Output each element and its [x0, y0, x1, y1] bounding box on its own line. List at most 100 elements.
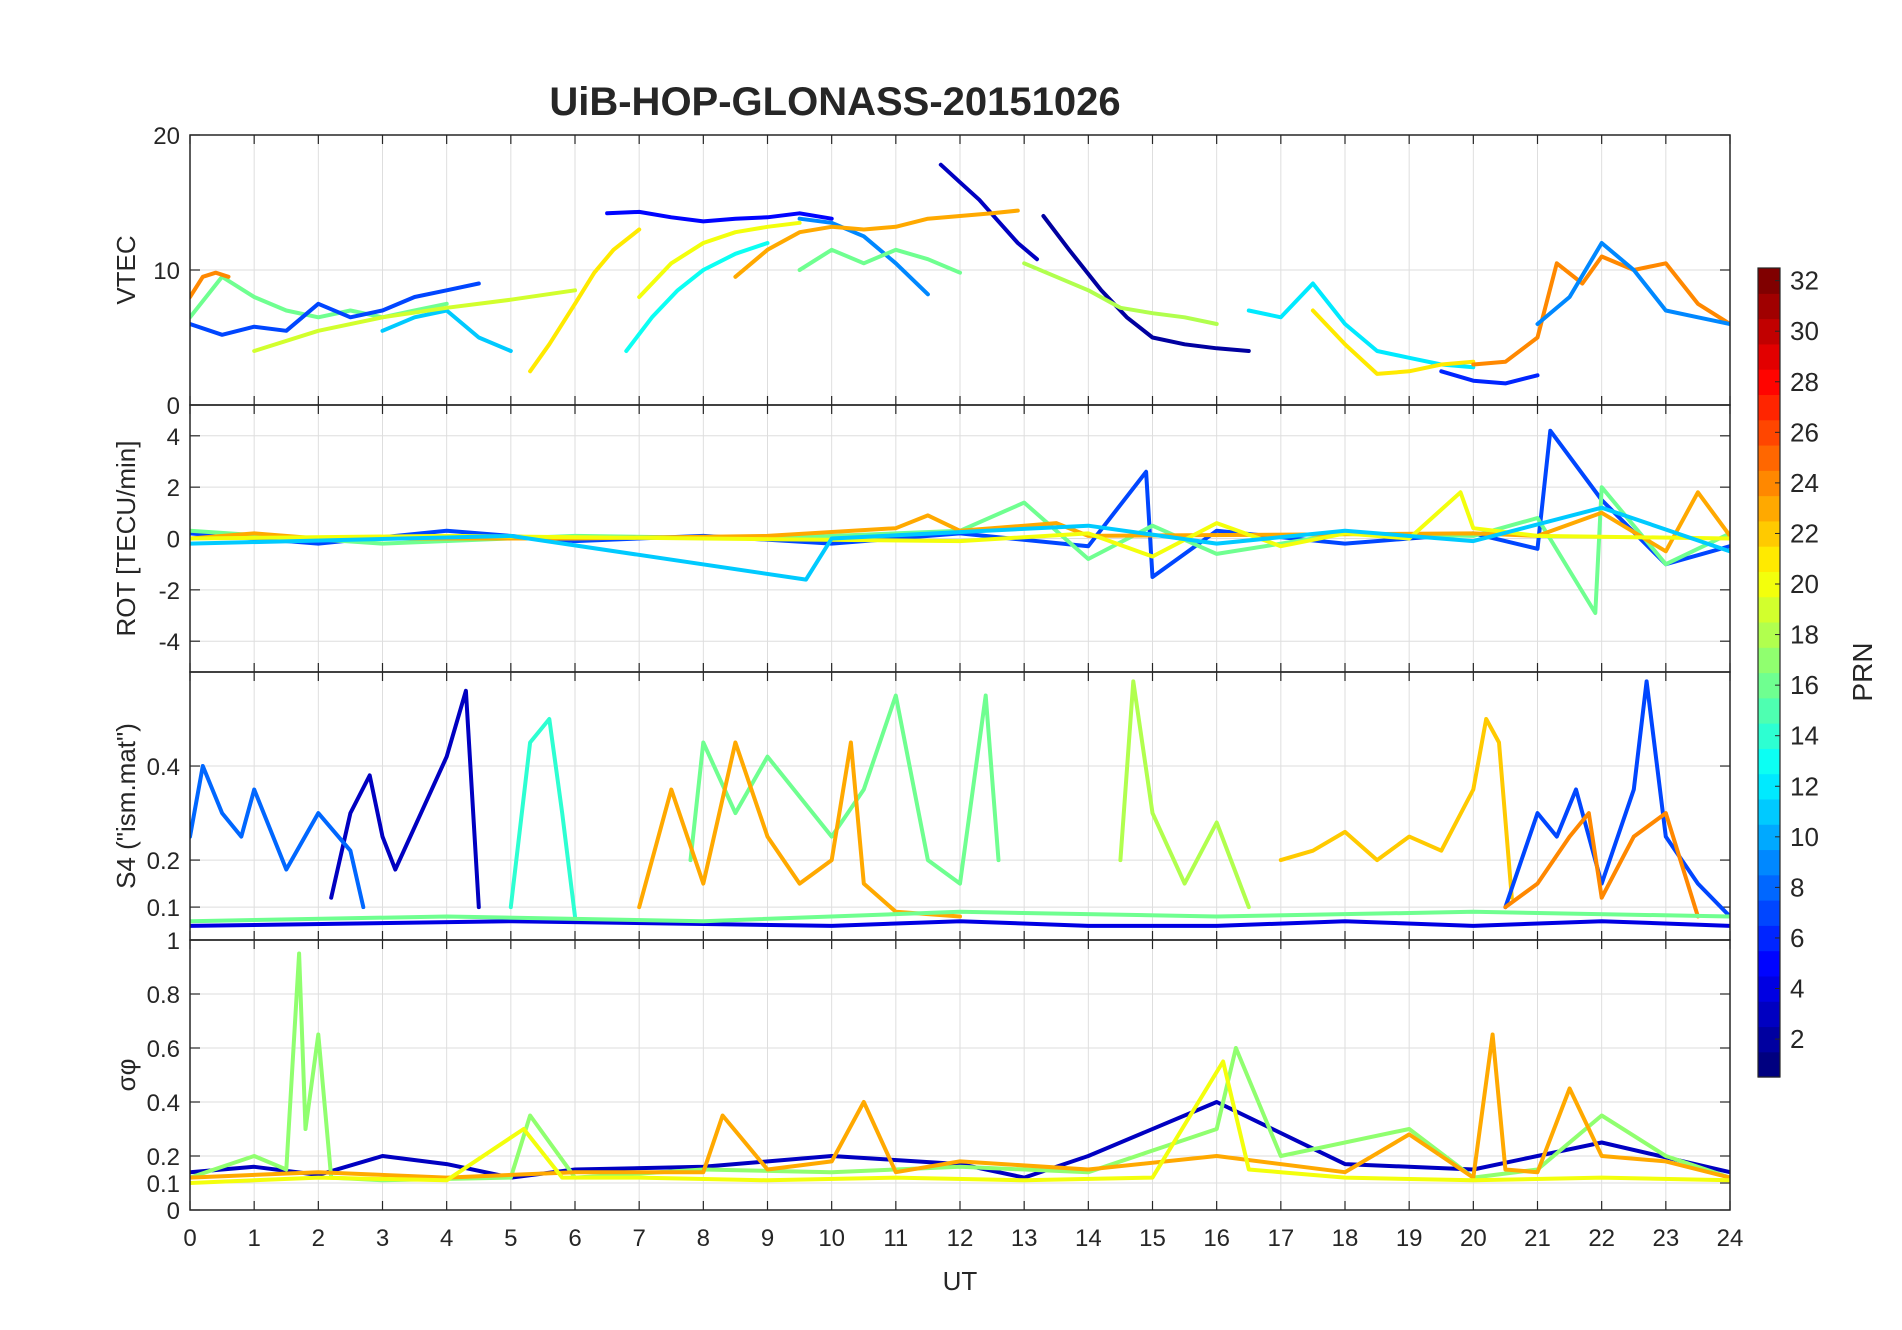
- x-tick-label: 6: [568, 1225, 581, 1252]
- colorbar-band: [1758, 1001, 1780, 1028]
- colorbar-band: [1758, 318, 1780, 345]
- y-tick-label: 0.2: [147, 1144, 180, 1171]
- y-axis-label: ROT [TECU/min]: [111, 441, 141, 637]
- colorbar-tick-label: 28: [1790, 367, 1819, 397]
- colorbar-tick-label: 26: [1790, 417, 1819, 447]
- colorbar-tick-label: 20: [1790, 569, 1819, 599]
- y-tick-label: 2: [167, 475, 180, 502]
- colorbar-band: [1758, 697, 1780, 724]
- y-tick-label: 0: [167, 1198, 180, 1225]
- x-tick-label: 16: [1203, 1225, 1230, 1252]
- x-tick-label: 1: [247, 1225, 260, 1252]
- colorbar-band: [1758, 571, 1780, 598]
- series-line-prn-9: [797, 216, 930, 297]
- series-line-prn-11: [380, 308, 513, 353]
- colorbar-band: [1758, 798, 1780, 825]
- colorbar-tick-label: 24: [1790, 468, 1819, 498]
- colorbar-label: PRN: [1847, 642, 1878, 701]
- colorbar-band: [1758, 369, 1780, 396]
- series-line-prn-21: [1310, 308, 1476, 376]
- y-tick-label: 0.1: [147, 895, 180, 922]
- x-tick-label: 7: [632, 1225, 645, 1252]
- y-tick-label: 0: [167, 393, 180, 420]
- series-line-prn-20: [190, 490, 1730, 559]
- series-line-prn-24: [1471, 254, 1730, 367]
- series-line-prn-11: [190, 505, 1730, 582]
- colorbar-tick-label: 14: [1790, 721, 1819, 751]
- series-line-prn-13: [624, 241, 770, 353]
- colorbar-band: [1758, 546, 1780, 572]
- series-group: [190, 162, 1730, 386]
- colorbar-band: [1758, 773, 1780, 800]
- colorbar-tick-label: 16: [1790, 670, 1819, 700]
- series-line-prn-12: [1246, 281, 1476, 370]
- colorbar-band: [1758, 470, 1780, 497]
- series-line-prn-6: [1439, 369, 1540, 386]
- x-tick-label: 10: [818, 1225, 845, 1252]
- chart-title: UiB-HOP-GLONASS-20151026: [549, 80, 1120, 124]
- x-tick-label: 9: [761, 1225, 774, 1252]
- x-tick-label: 20: [1460, 1225, 1487, 1252]
- y-tick-label: 0.4: [147, 1090, 180, 1117]
- y-tick-label: 0: [167, 527, 180, 554]
- x-tick-label: 22: [1588, 1225, 1615, 1252]
- series-group: [190, 428, 1730, 615]
- colorbar-band: [1758, 444, 1780, 471]
- colorbar-band: [1758, 596, 1780, 623]
- x-tick-label: 19: [1396, 1225, 1423, 1252]
- y-axis-label: VTEC: [111, 235, 141, 304]
- x-tick-label: 8: [697, 1225, 710, 1252]
- y-tick-label: 0.1: [147, 1171, 180, 1198]
- colorbar-band: [1758, 950, 1780, 977]
- y-tick-label: 1: [167, 928, 180, 955]
- series-line-prn-22: [1278, 717, 1514, 900]
- colorbar-band: [1758, 672, 1780, 699]
- x-axis-label: UT: [943, 1266, 978, 1296]
- series-line-prn-4: [190, 919, 1730, 928]
- series-line-prn-18: [1118, 679, 1251, 910]
- x-tick-label: 0: [183, 1225, 196, 1252]
- x-tick-label: 15: [1139, 1225, 1166, 1252]
- y-tick-label: -4: [159, 629, 180, 656]
- colorbar-tick-label: 22: [1790, 518, 1819, 548]
- y-tick-label: 10: [153, 258, 180, 285]
- y-tick-label: 0.8: [147, 982, 180, 1009]
- colorbar-tick-label: 6: [1790, 923, 1804, 953]
- x-tick-label: 23: [1652, 1225, 1679, 1252]
- series-line-prn-7: [190, 281, 481, 337]
- colorbar-band: [1758, 849, 1780, 876]
- colorbar-tick-label: 12: [1790, 771, 1819, 801]
- series-line-prn-3: [190, 1100, 1730, 1180]
- colorbar-band: [1758, 900, 1780, 926]
- colorbar-tick-label: 10: [1790, 822, 1819, 852]
- series-line-prn-18: [1022, 261, 1219, 326]
- colorbar-band: [1758, 824, 1780, 851]
- x-tick-label: 24: [1717, 1225, 1744, 1252]
- colorbar-band: [1758, 419, 1780, 446]
- colorbar-band: [1758, 748, 1780, 775]
- y-tick-label: 0.2: [147, 848, 180, 875]
- y-tick-label: 20: [153, 123, 180, 150]
- series-line-prn-23: [733, 208, 1020, 279]
- colorbar-band: [1758, 925, 1780, 952]
- series-line-prn-23: [190, 1032, 1730, 1180]
- series-line-prn-20: [190, 1059, 1730, 1185]
- colorbar-band: [1758, 1026, 1780, 1053]
- series-line-prn-23: [190, 490, 1730, 554]
- colorbar-tick-label: 30: [1790, 316, 1819, 346]
- y-axis-label: σφ: [111, 1059, 141, 1092]
- series-line-prn-3: [329, 688, 481, 910]
- x-tick-label: 4: [440, 1225, 453, 1252]
- panel-s4: 0.1 0.2 0.4S4 ("ism.mat"): [111, 671, 1731, 941]
- colorbar-band: [1758, 293, 1780, 320]
- x-tick-label: 18: [1332, 1225, 1359, 1252]
- x-tick-label: 12: [947, 1225, 974, 1252]
- series-line-prn-24: [1503, 811, 1700, 919]
- x-tick-label: 2: [312, 1225, 325, 1252]
- y-axis-label: S4 ("ism.mat"): [111, 723, 141, 889]
- colorbar-tick-label: 4: [1790, 974, 1804, 1004]
- colorbar-band: [1758, 343, 1780, 370]
